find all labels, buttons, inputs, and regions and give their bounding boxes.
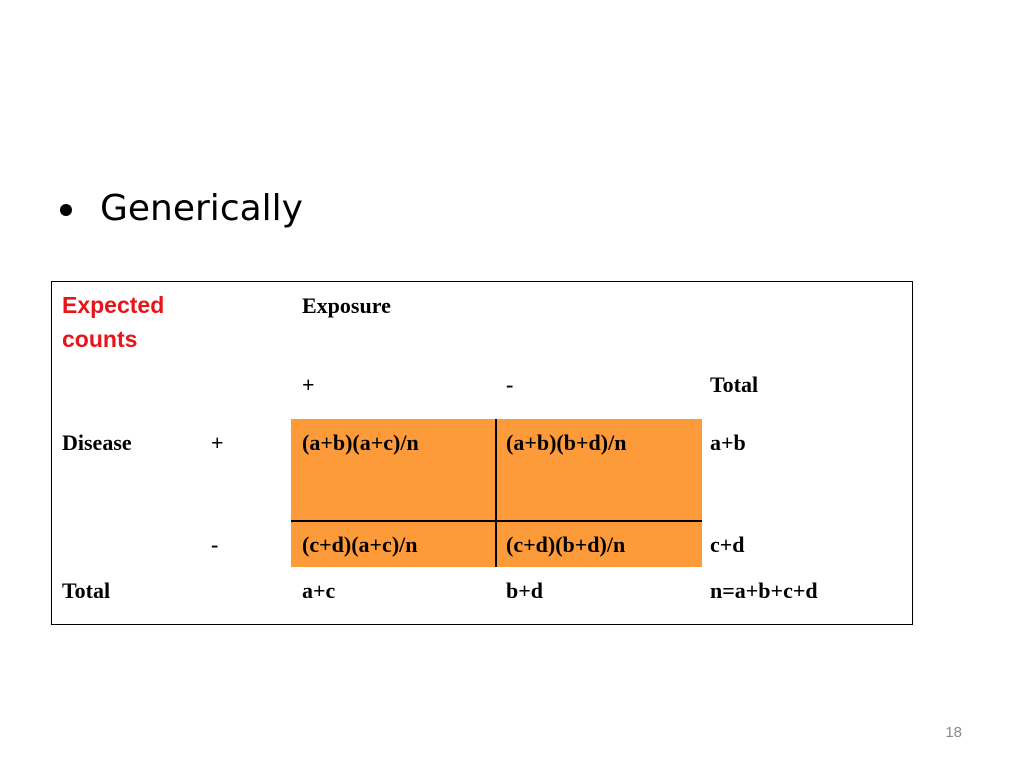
cell-total-minus: b+d [506, 578, 544, 603]
highlight-cells [291, 419, 702, 567]
cell-minus-minus: (c+d)(b+d)/n [506, 532, 626, 557]
corner-label: Expected counts [62, 292, 165, 352]
cell-total-plus: a+c [302, 578, 336, 603]
exposure-header: Exposure [302, 293, 391, 318]
cell-total-total: n=a+b+c+d [710, 578, 818, 603]
cell-plus-total: a+b [710, 430, 746, 455]
row-header-minus: - [211, 532, 219, 557]
cell-minus-plus: (c+d)(a+c)/n [302, 532, 418, 557]
bullet-text: Generically [100, 188, 303, 229]
cell-plus-plus: (a+b)(a+c)/n [302, 430, 419, 455]
col-header-minus: - [506, 372, 514, 397]
cell-divider-vertical [495, 419, 497, 567]
row-header-plus: + [211, 430, 224, 455]
cell-plus-minus: (a+b)(b+d)/n [506, 430, 627, 455]
expected-counts-table: Expected counts Exposure + - Total Disea… [51, 281, 913, 625]
cell-divider-horizontal [291, 520, 702, 522]
col-header-plus: + [302, 372, 315, 397]
disease-label: Disease [62, 430, 132, 455]
row-total-label: Total [62, 578, 111, 603]
page-number: 18 [945, 724, 962, 741]
bullet-dot-icon [60, 203, 72, 216]
bullet-item: Generically [60, 188, 303, 229]
col-header-total: Total [710, 372, 759, 397]
cell-minus-total: c+d [710, 532, 745, 557]
